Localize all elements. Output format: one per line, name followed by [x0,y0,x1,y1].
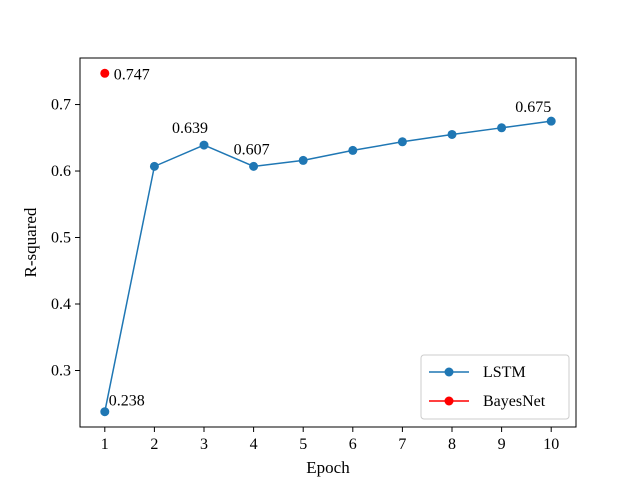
data-label: 0.639 [172,120,208,137]
data-labels: 0.238 0.639 0.607 0.675 0.747 [109,66,551,409]
data-point-lstm [298,155,308,165]
data-point-lstm [497,123,507,133]
data-point-lstm [249,161,259,171]
data-point-bayesnet [100,68,110,78]
data-point-lstm [447,129,457,139]
series-points [100,68,556,417]
x-tick-label: 2 [150,436,158,453]
x-axis-label: Epoch [306,458,350,477]
y-tick-label: 0.3 [51,362,71,379]
plot-frame [79,57,577,428]
series-lines [104,120,552,412]
data-point-lstm [149,161,159,171]
x-tick-label: 8 [448,436,456,453]
data-label: 0.675 [515,99,551,116]
legend-entry-bayesnet: BayesNet [429,393,546,410]
y-tick-label: 0.5 [51,230,71,247]
series-line-lstm [104,120,552,412]
data-point-lstm [100,407,110,417]
x-tick-label: 10 [543,436,559,453]
y-axis-label: R-squared [21,207,40,277]
data-label: 0.607 [234,141,270,158]
x-tick-label: 1 [101,436,109,453]
data-label: 0.238 [109,393,145,410]
data-point-lstm [546,116,556,126]
x-tick-label: 3 [200,436,208,453]
y-tick-label: 0.7 [51,97,71,114]
x-tick-label: 7 [398,436,406,453]
x-tick-label: 6 [349,436,357,453]
x-tick-label: 4 [250,436,258,453]
legend-label-lstm: LSTM [483,364,526,381]
legend: LSTM BayesNet [420,354,570,420]
legend-marker-lstm [444,367,454,377]
data-point-lstm [397,137,407,147]
ticks-layer: 1 2 3 4 5 6 7 8 9 10 0.3 0.4 0.5 0.6 0.7 [51,97,559,453]
legend-marker-bayesnet [444,396,454,406]
data-point-lstm [199,140,209,150]
legend-entry-lstm: LSTM [429,364,526,381]
x-tick-label: 9 [498,436,506,453]
y-tick-label: 0.4 [51,296,71,313]
data-point-lstm [348,145,358,155]
legend-label-bayesnet: BayesNet [483,393,546,410]
legend-box [420,354,570,420]
y-tick-label: 0.6 [51,163,71,180]
data-label: 0.747 [114,66,150,83]
x-tick-label: 5 [299,436,307,453]
